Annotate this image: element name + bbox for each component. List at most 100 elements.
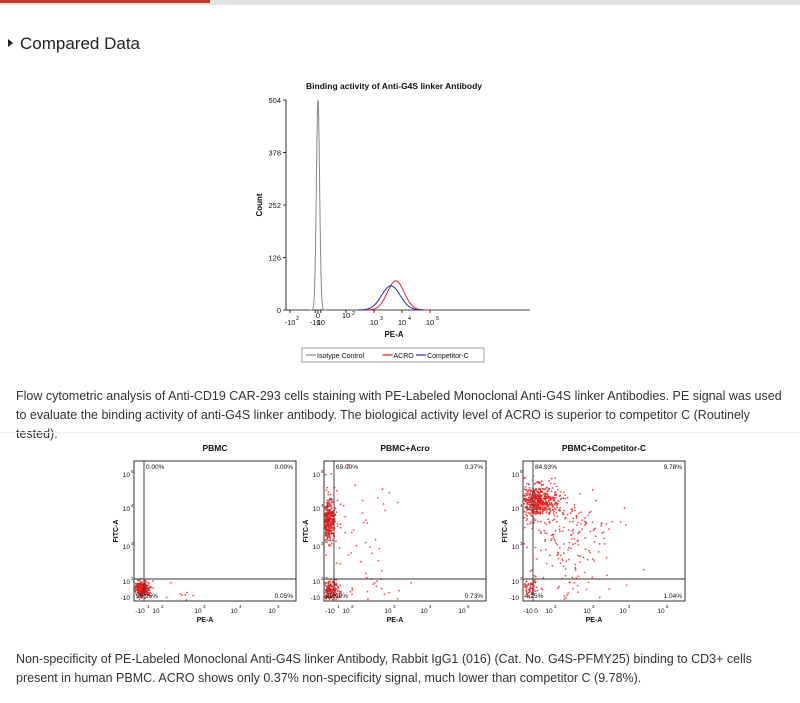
- event-dot: [552, 533, 555, 536]
- event-dot: [331, 585, 333, 588]
- event-dot: [530, 585, 532, 588]
- event-dot: [605, 556, 608, 559]
- x-tick-label: -10: [325, 608, 335, 615]
- y-tick-exponent: 4: [321, 503, 324, 508]
- y-tick-label: 504: [268, 96, 281, 105]
- event-dot: [410, 581, 413, 584]
- event-dot: [544, 498, 547, 501]
- event-dot: [573, 506, 576, 509]
- event-dot: [526, 490, 529, 493]
- event-dot: [545, 562, 548, 565]
- event-dot: [330, 523, 333, 526]
- x-tick-label: 10: [194, 608, 202, 615]
- event-dot: [547, 505, 549, 508]
- event-dot: [534, 590, 537, 593]
- y-tick-label: 0: [277, 306, 281, 315]
- event-dot: [523, 510, 526, 513]
- event-dot: [326, 588, 329, 591]
- event-dot: [559, 530, 561, 533]
- event-dot: [148, 586, 151, 589]
- event-dot: [573, 503, 576, 506]
- event-dot: [346, 466, 349, 469]
- event-dot: [138, 592, 140, 595]
- event-dot: [552, 512, 555, 515]
- event-dot: [362, 521, 365, 524]
- x-tick-label: 10: [583, 608, 591, 615]
- y-tick-exponent: 4: [131, 503, 134, 508]
- event-dot: [527, 512, 530, 514]
- event-dot: [337, 596, 340, 599]
- event-dot: [551, 538, 553, 540]
- y-tick-label: 10: [123, 506, 131, 513]
- event-dot: [541, 508, 544, 511]
- legend-entry: Isotype Control: [317, 353, 365, 360]
- event-dot: [324, 523, 327, 526]
- event-dot: [548, 503, 551, 506]
- event-dot: [550, 497, 553, 500]
- event-dot: [342, 504, 345, 507]
- event-dot: [555, 485, 558, 488]
- event-dot: [326, 501, 328, 504]
- quadrant-upper-left: 69.00%: [336, 464, 358, 471]
- event-dot: [328, 596, 331, 599]
- event-dot: [325, 594, 327, 597]
- event-dot: [149, 591, 152, 594]
- event-dot: [538, 488, 541, 490]
- event-dot: [325, 591, 328, 593]
- event-dot: [545, 492, 547, 495]
- event-dot: [325, 541, 328, 544]
- dot-cloud: [324, 463, 413, 601]
- event-dot: [378, 547, 381, 550]
- event-dot: [381, 488, 384, 491]
- x-tick-exponent: 5: [436, 316, 439, 322]
- x-tick-exponent: 2: [352, 311, 355, 317]
- event-dot: [554, 529, 557, 532]
- event-dot: [328, 539, 330, 542]
- event-dot: [544, 540, 546, 543]
- event-dot: [548, 506, 551, 509]
- event-dot: [531, 504, 533, 506]
- event-dot: [562, 552, 565, 555]
- event-dot: [531, 583, 533, 585]
- event-dot: [540, 531, 542, 533]
- event-dot: [528, 509, 531, 511]
- event-dot: [527, 582, 530, 585]
- event-dot: [335, 579, 338, 581]
- event-dot: [572, 517, 575, 520]
- event-dot: [325, 507, 328, 510]
- event-dot: [329, 594, 332, 597]
- event-dot: [579, 561, 581, 563]
- y-axis-label: FITC-A: [113, 520, 120, 543]
- event-dot: [524, 583, 526, 585]
- event-dot: [330, 506, 333, 509]
- event-dot: [181, 594, 183, 597]
- event-dot: [375, 585, 378, 588]
- event-dot: [605, 523, 608, 525]
- event-dot: [588, 549, 591, 552]
- x-tick-exponent: 2: [296, 316, 299, 322]
- event-dot: [553, 494, 556, 497]
- event-dot: [352, 529, 355, 531]
- event-dot: [524, 595, 526, 598]
- y-axis-label: Count: [255, 193, 264, 216]
- event-dot: [184, 594, 187, 596]
- event-dot: [339, 526, 342, 529]
- event-dot: [571, 529, 573, 532]
- event-dot: [523, 488, 526, 491]
- event-dot: [533, 500, 536, 503]
- event-dot: [328, 598, 331, 600]
- event-dot: [388, 491, 391, 494]
- event-dot: [335, 583, 338, 586]
- event-dot: [556, 504, 558, 507]
- event-dot: [585, 588, 588, 591]
- event-dot: [536, 501, 539, 504]
- event-dot: [552, 536, 555, 538]
- event-dot: [145, 587, 148, 589]
- event-dot: [351, 593, 353, 595]
- event-dot: [598, 543, 601, 545]
- event-dot: [541, 491, 544, 494]
- event-dot: [559, 509, 561, 512]
- event-dot: [327, 533, 329, 535]
- event-dot: [339, 596, 341, 598]
- y-tick-label: 10: [512, 506, 520, 513]
